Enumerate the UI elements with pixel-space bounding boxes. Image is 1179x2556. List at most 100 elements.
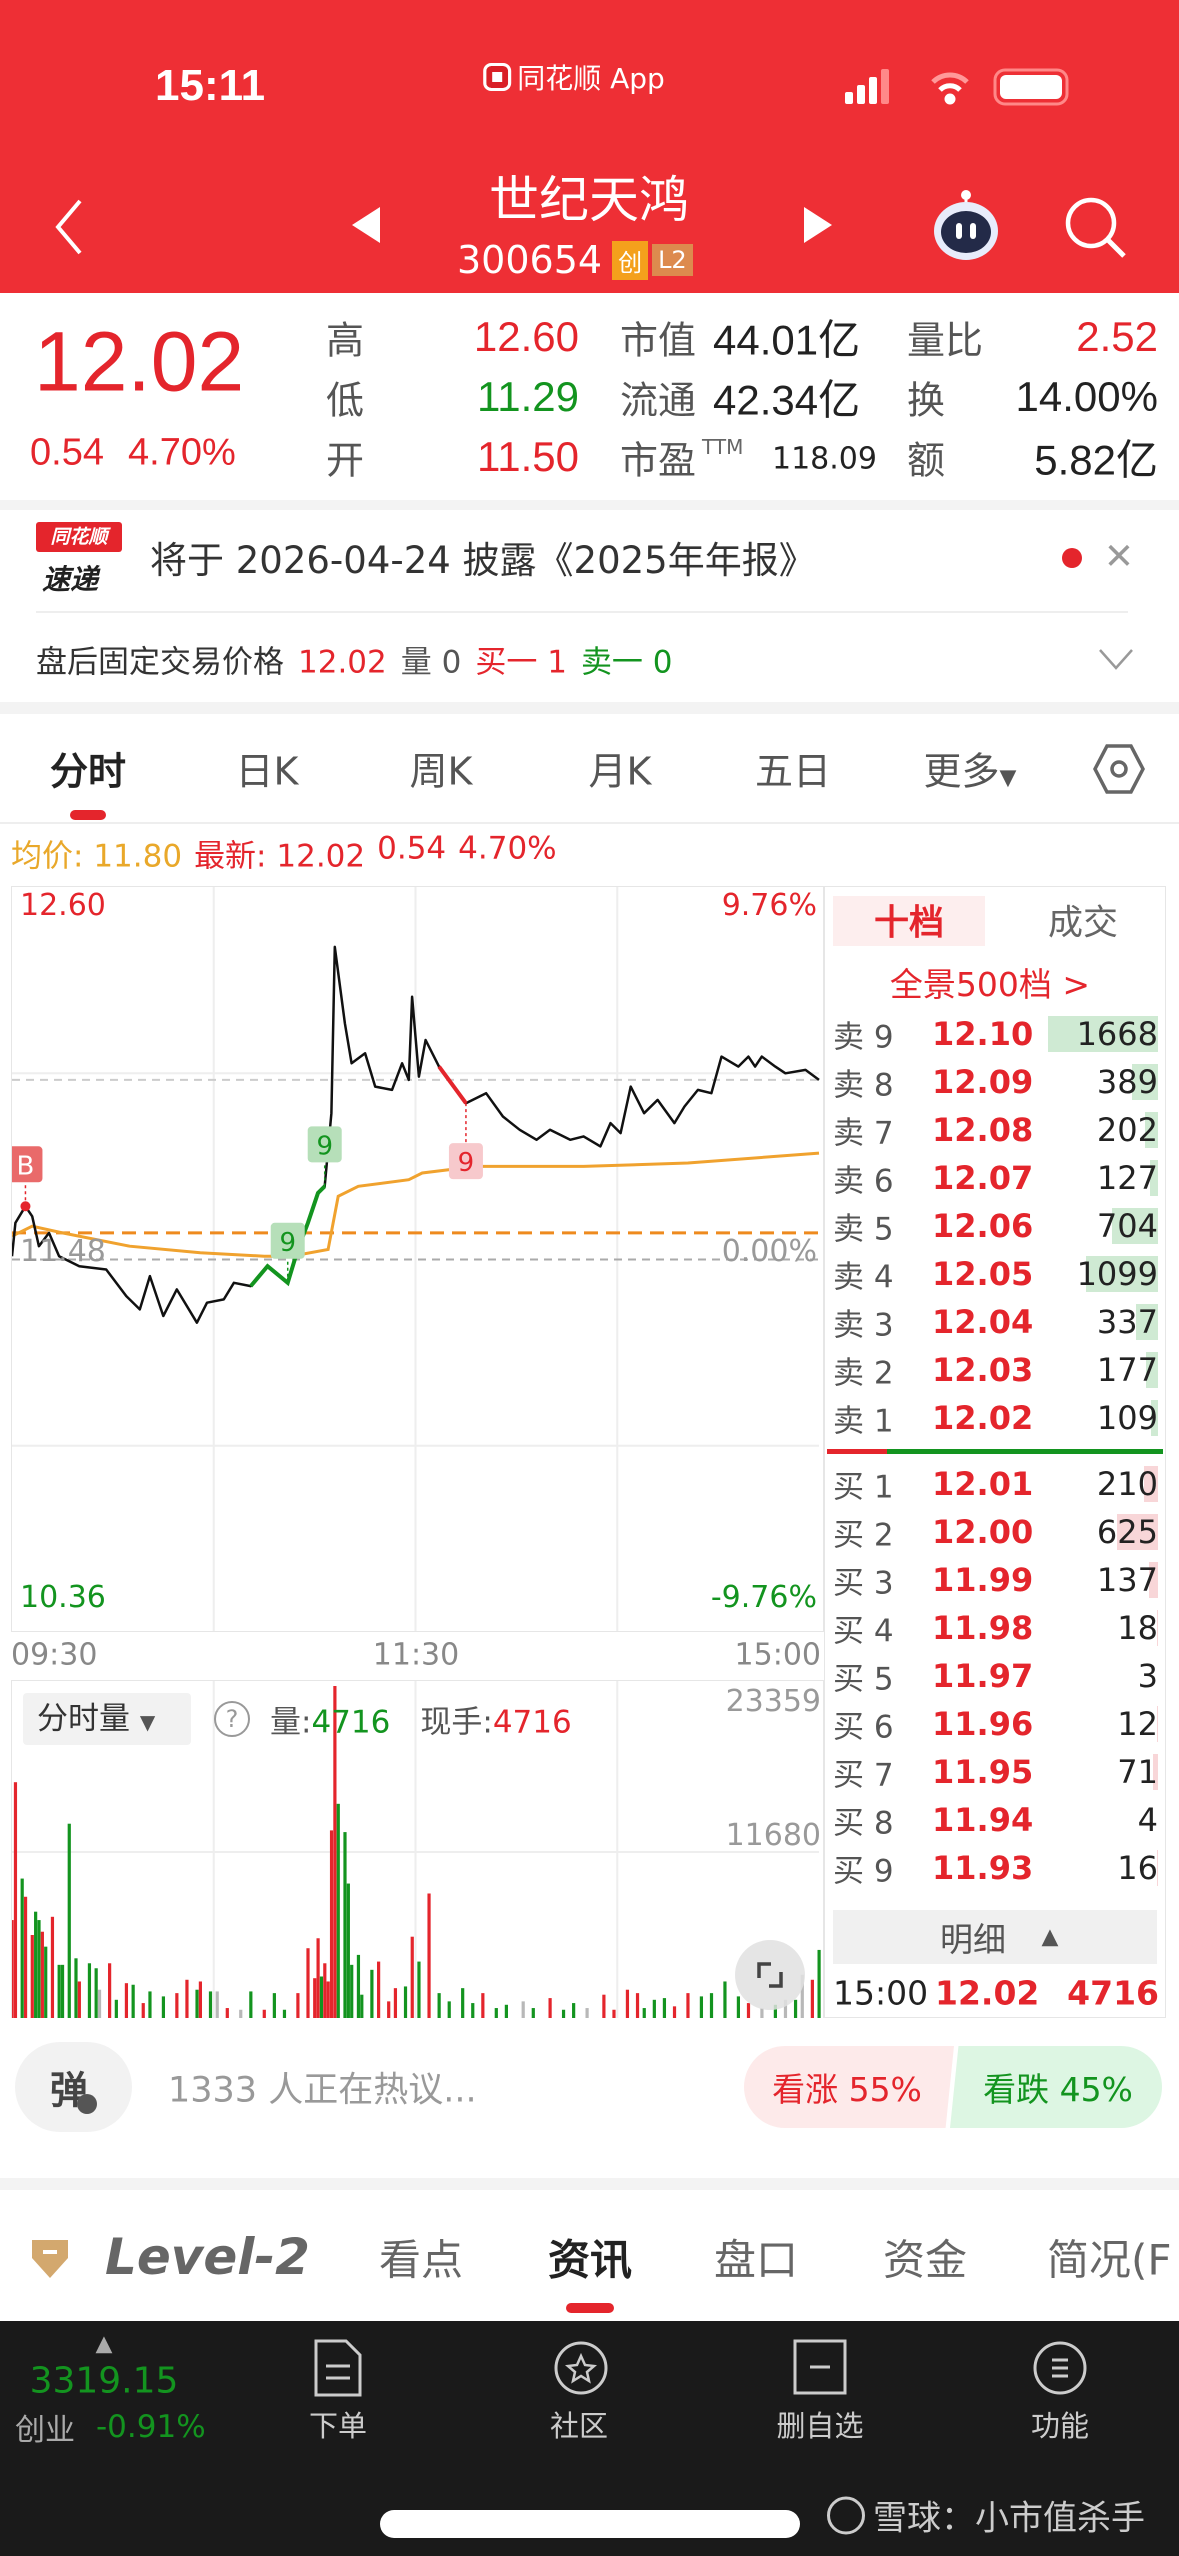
volume-bar xyxy=(356,1954,361,2018)
watermark-text: 雪球：小市值杀手 xyxy=(873,2498,1145,2539)
marker-label: 9 xyxy=(458,1148,475,1178)
volume-bar xyxy=(329,1830,334,2018)
help-icon[interactable]: ? xyxy=(214,1701,250,1737)
volume-bar xyxy=(141,2003,145,2018)
ask-level-row[interactable]: 卖 3 12.04 337 xyxy=(824,1298,1166,1346)
bid-level-qty: 210 xyxy=(1096,1465,1158,1503)
volume-bar xyxy=(393,1988,398,2018)
spread-divider-green xyxy=(887,1449,1163,1454)
hand-value: 4716 xyxy=(492,1704,572,1741)
volume-bar xyxy=(377,1961,381,2018)
depth-bar xyxy=(1153,1754,1158,1790)
back-icon[interactable] xyxy=(52,198,86,256)
intraday-price-chart[interactable]: B 9 9 9 xyxy=(11,886,824,1632)
index-up-icon: ▲ xyxy=(95,2331,113,2357)
tab-monthly-k[interactable]: 月K xyxy=(588,749,652,794)
ask-level-row[interactable]: 卖 4 12.05 1099 xyxy=(824,1250,1166,1298)
bearish-vote-button[interactable]: 看跌 45% xyxy=(950,2046,1162,2128)
tab-weekly-k[interactable]: 周K xyxy=(409,749,473,794)
last-change-pct: 4.70% xyxy=(458,830,557,867)
bid-level-row[interactable]: 买 9 11.93 16 xyxy=(824,1844,1166,1892)
tab-news[interactable]: 资讯 xyxy=(547,2235,633,2285)
volume-indicator-select[interactable]: 分时量 ▼ xyxy=(23,1693,191,1745)
settings-hex-icon[interactable] xyxy=(1092,742,1146,796)
bullish-vote-button[interactable]: 看涨 55% xyxy=(744,2046,954,2128)
bid-level-row[interactable]: 买 3 11.99 137 xyxy=(824,1556,1166,1604)
tab-ten-levels[interactable] xyxy=(833,896,985,946)
y-tick-top-pct: 9.76% xyxy=(721,888,817,923)
nav-order[interactable]: 下单 xyxy=(298,2338,378,2448)
next-stock-icon[interactable] xyxy=(802,205,834,245)
volume-bar xyxy=(612,2009,616,2018)
stat-turnover-value: 14.00% xyxy=(1015,373,1158,420)
x-tick-midday: 11:30 xyxy=(372,1637,460,1673)
last-price: 12.02 xyxy=(34,314,245,409)
tab-highlights[interactable]: 看点 xyxy=(378,2235,464,2285)
volume-bar xyxy=(12,1920,14,2018)
robot-assistant-icon[interactable] xyxy=(930,185,1002,265)
ask-level-row[interactable]: 卖 5 12.06 704 xyxy=(824,1202,1166,1250)
danmu-toggle[interactable]: 弹 xyxy=(15,2042,132,2132)
volume-bar xyxy=(350,1964,354,2018)
app-label-text: 同花顺 App xyxy=(517,62,665,95)
search-icon[interactable] xyxy=(1060,192,1130,262)
bid-level-row[interactable]: 买 8 11.94 4 xyxy=(824,1796,1166,1844)
volume-bar xyxy=(783,1999,788,2018)
volume-bar xyxy=(161,1996,166,2018)
nav-functions-label: 功能 xyxy=(1030,2409,1090,2443)
bid-level-row[interactable]: 买 5 11.97 3 xyxy=(824,1652,1166,1700)
tab-intraday[interactable]: 分时 xyxy=(49,749,127,794)
volume-bar xyxy=(494,2008,498,2018)
bid-level-row[interactable]: 买 6 11.96 12 xyxy=(824,1700,1166,1748)
nav-community[interactable]: 社区 xyxy=(539,2338,619,2448)
ask-level-row[interactable]: 卖 9 12.10 1668 xyxy=(824,1010,1166,1058)
volume-bar xyxy=(793,1999,798,2018)
intraday-volume-chart[interactable] xyxy=(11,1680,824,2018)
tab-more[interactable]: 更多▼ xyxy=(924,741,1017,796)
ask-level-row[interactable]: 卖 6 12.07 127 xyxy=(824,1154,1166,1202)
after-hours-buy-label: 买一 xyxy=(475,644,538,681)
close-icon[interactable]: ✕ xyxy=(1103,536,1135,578)
ask-level-row[interactable]: 卖 7 12.08 202 xyxy=(824,1106,1166,1154)
nav-remove-watchlist[interactable]: 删自选 xyxy=(770,2338,870,2448)
tab-handicap[interactable]: 盘口 xyxy=(713,2235,799,2285)
after-hours-price: 12.02 xyxy=(298,644,387,681)
tab-capital[interactable]: 资金 xyxy=(882,2235,968,2285)
panorama-500-link[interactable]: 全景500档 > xyxy=(889,965,1091,1004)
fullscreen-button[interactable] xyxy=(735,1940,805,2010)
volume-bar xyxy=(313,1978,317,2018)
volume-indicator-label: 分时量 xyxy=(37,1701,130,1737)
volume-bar xyxy=(662,1998,667,2018)
volume-bar xyxy=(13,1782,18,2018)
bid-level-row[interactable]: 买 1 12.01 210 xyxy=(824,1460,1166,1508)
wifi-icon xyxy=(931,72,969,105)
detail-toggle[interactable]: 明细 ▲ xyxy=(833,1910,1157,1964)
bid-level-qty: 16 xyxy=(1117,1849,1158,1887)
prev-stock-icon[interactable] xyxy=(350,205,382,245)
detail-label: 明细 xyxy=(940,1920,1006,1959)
tab-daily-k[interactable]: 日K xyxy=(235,749,299,794)
nav-functions[interactable]: 功能 xyxy=(1020,2338,1100,2448)
bid-level-row[interactable]: 买 4 11.98 18 xyxy=(824,1604,1166,1652)
ask-level-row[interactable]: 卖 8 12.09 389 xyxy=(824,1058,1166,1106)
volume-bar xyxy=(548,1998,552,2018)
volume-bar xyxy=(239,2009,243,2018)
chevron-down-icon[interactable] xyxy=(1098,648,1134,670)
level2-tab[interactable]: Level-2 xyxy=(105,2228,310,2286)
ask-level-label: 卖 7 xyxy=(833,1115,894,1152)
bid-level-label: 买 2 xyxy=(833,1517,894,1554)
volume-bar xyxy=(585,2008,589,2018)
tab-profile[interactable]: 简况(F xyxy=(1047,2235,1172,2285)
ask-level-row[interactable]: 卖 1 12.02 109 xyxy=(824,1394,1166,1442)
ask-level-row[interactable]: 卖 2 12.03 177 xyxy=(824,1346,1166,1394)
app-logo-icon xyxy=(483,63,512,91)
tab-five-day[interactable]: 五日 xyxy=(754,749,832,794)
avg-price-value: 11.80 xyxy=(93,838,183,875)
y-tick-bottom-pct: -9.76% xyxy=(710,1580,817,1615)
bid-level-row[interactable]: 买 2 12.00 625 xyxy=(824,1508,1166,1556)
index-value[interactable]: 3319.15 xyxy=(29,2360,179,2402)
tab-trades[interactable]: 成交 xyxy=(1047,903,1119,944)
bid-level-row[interactable]: 买 7 11.95 71 xyxy=(824,1748,1166,1796)
after-hours-row[interactable]: 盘后固定交易价格 12.02 量 0 买一 1 卖一 0 xyxy=(36,637,673,682)
discussion-prompt[interactable]: 1333 人正在热议... xyxy=(168,2070,477,2111)
